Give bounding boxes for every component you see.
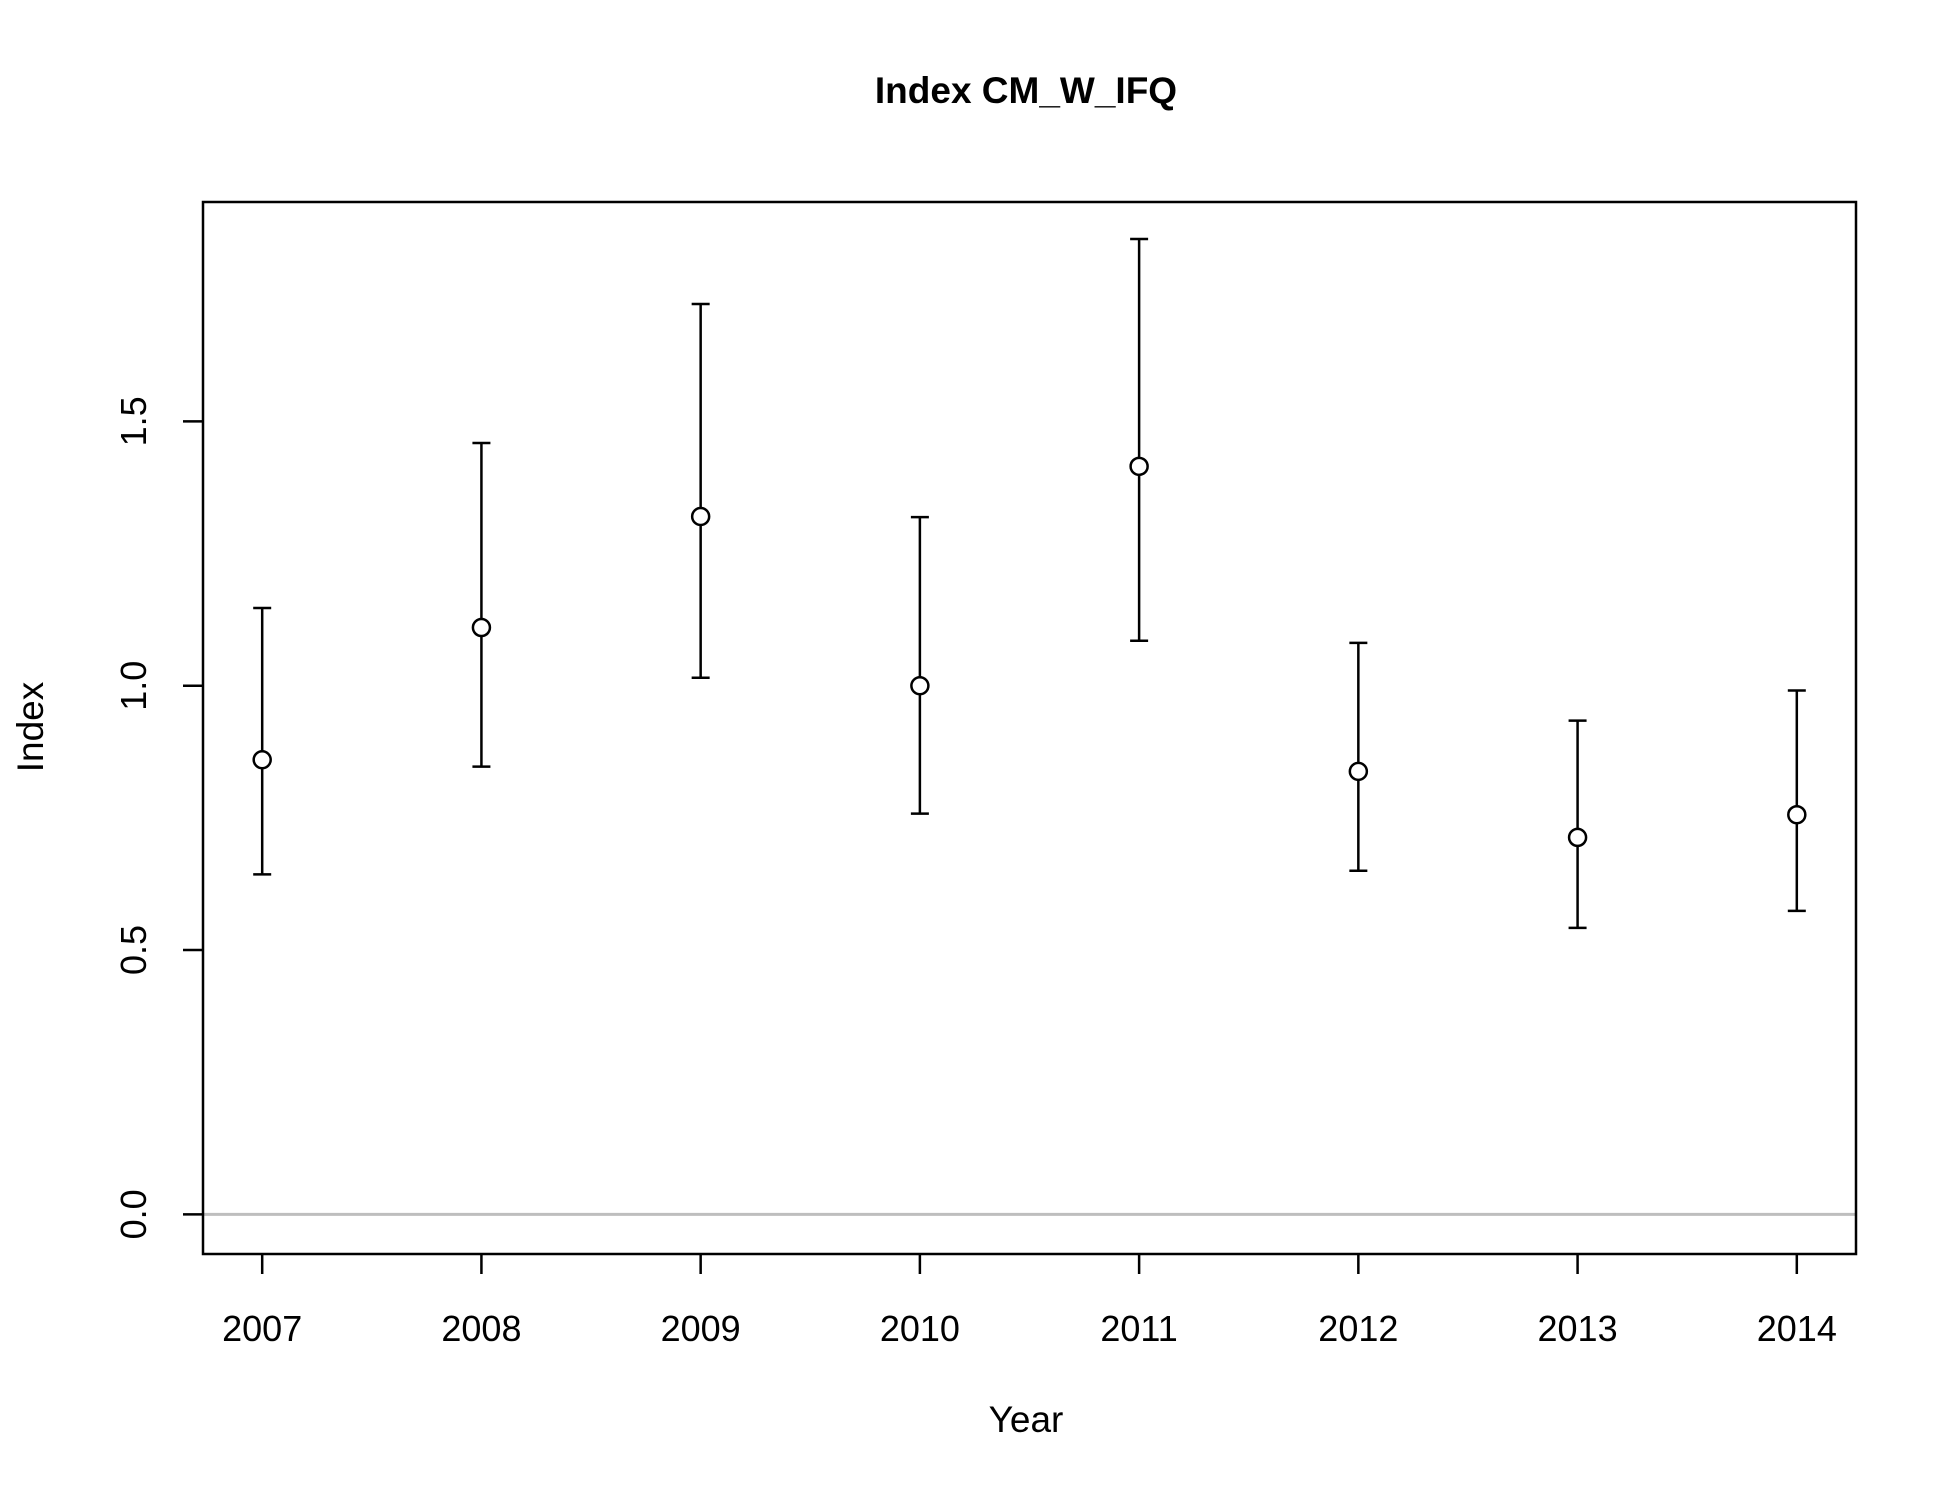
- y-tick-label: 1.5: [113, 396, 154, 446]
- x-tick-label: 2011: [1100, 1308, 1177, 1349]
- data-point: [910, 675, 930, 696]
- x-tick-label: 2013: [1538, 1308, 1618, 1349]
- x-axis-title: Year: [989, 1399, 1064, 1440]
- y-tick-label: 0.0: [113, 1189, 154, 1239]
- y-tick-label: 1.0: [113, 661, 154, 711]
- plot-frame: [201, 200, 1858, 1256]
- y-axis-title: Index: [10, 681, 51, 772]
- x-tick-label: 2010: [880, 1308, 960, 1349]
- data-point: [690, 506, 711, 527]
- data-point: [1567, 827, 1588, 848]
- data-point: [471, 617, 492, 638]
- x-tick-label: 2008: [441, 1308, 521, 1349]
- x-tick-label: 2009: [661, 1308, 741, 1349]
- x-tick-label: 2014: [1757, 1308, 1837, 1349]
- data-point: [1348, 761, 1369, 782]
- chart-title: Index CM_W_IFQ: [875, 70, 1177, 111]
- y-tick-label: 0.5: [113, 925, 154, 975]
- data-point: [1129, 456, 1149, 477]
- data-point: [1787, 804, 1807, 825]
- x-tick-label: 2007: [222, 1308, 302, 1349]
- data-point: [252, 749, 272, 770]
- x-tick-label: 2012: [1318, 1308, 1398, 1349]
